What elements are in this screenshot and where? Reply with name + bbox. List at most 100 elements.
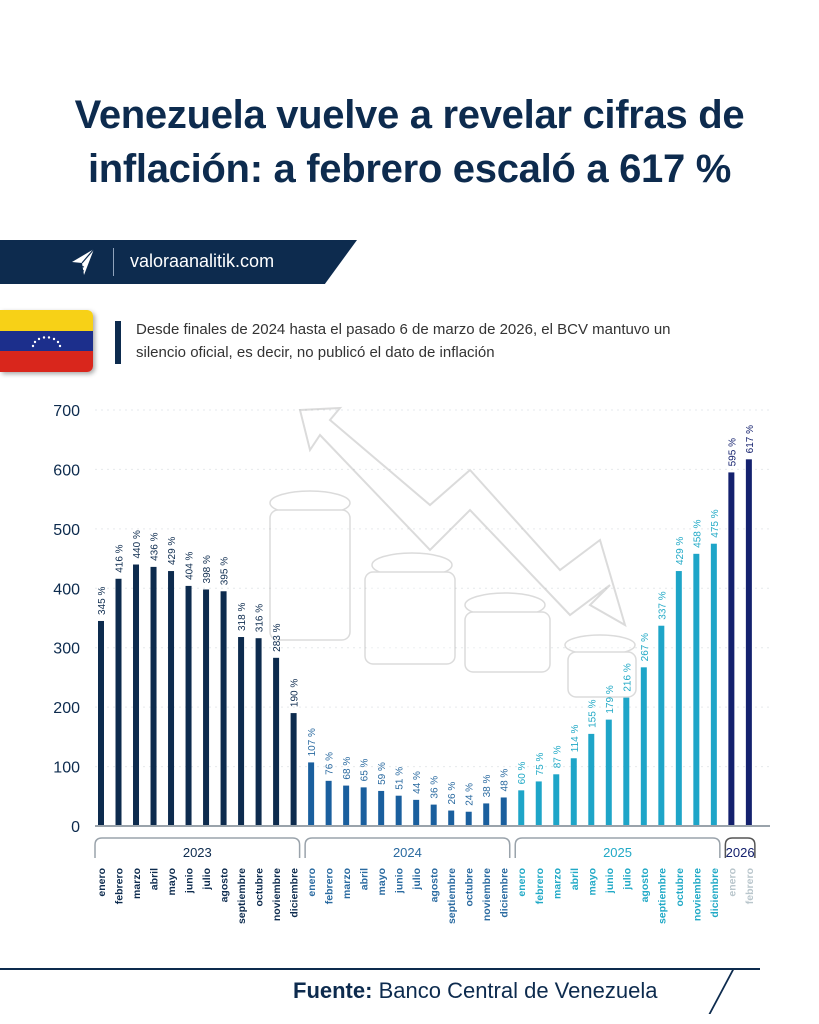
data-label: 345 % [97, 587, 108, 615]
month-label: junio [394, 868, 406, 894]
data-label: 617 % [745, 425, 756, 453]
bar-2024-febrero [325, 780, 332, 826]
month-label: abril [149, 868, 161, 890]
bar-2025-julio [623, 697, 630, 826]
data-label: 51 % [395, 767, 406, 790]
bar-2023-agosto [220, 591, 227, 826]
bar-2024-agosto [430, 804, 437, 826]
bar-2025-septiembre [658, 625, 665, 826]
year-bracket-2026 [724, 837, 756, 858]
bar-2025-febrero [535, 781, 542, 826]
data-label: 114 % [570, 725, 581, 753]
bar-2025-junio [605, 719, 612, 826]
data-label: 440 % [132, 530, 143, 558]
month-label: abril [359, 868, 371, 890]
bar-2025-marzo [553, 774, 560, 826]
year-label: 2025 [603, 845, 632, 860]
month-label: abril [569, 868, 581, 890]
month-label: agosto [429, 868, 441, 902]
year-label: 2026 [726, 845, 755, 860]
month-label: julio [201, 868, 213, 891]
bar-2023-julio [203, 589, 210, 826]
y-tick-label: 700 [53, 403, 80, 420]
bar-2024-abril [360, 787, 367, 826]
month-label: enero [306, 868, 318, 897]
bar-2023-septiembre [238, 637, 245, 826]
bar-2023-junio [185, 585, 192, 826]
bar-2025-diciembre [710, 543, 717, 826]
bar-2024-mayo [378, 790, 385, 826]
bar-2024-diciembre [500, 797, 507, 826]
month-label: octubre [674, 868, 686, 907]
data-label: 475 % [710, 509, 721, 537]
context-note: Desde finales de 2024 hasta el pasado 6 … [136, 321, 671, 361]
month-label: octubre [254, 868, 266, 907]
month-label: mayo [166, 868, 178, 895]
year-label: 2024 [393, 845, 422, 860]
data-label: 595 % [727, 438, 738, 466]
data-label: 44 % [412, 771, 423, 794]
page-title: Venezuela vuelve a revelar cifras de inf… [74, 93, 745, 191]
data-label: 429 % [675, 537, 686, 565]
data-label: 283 % [272, 623, 283, 651]
bar-2026-febrero [745, 459, 752, 826]
data-label: 436 % [150, 532, 161, 560]
data-label: 38 % [482, 775, 493, 798]
data-label: 458 % [692, 519, 703, 547]
data-label: 429 % [167, 537, 178, 565]
y-tick-label: 600 [53, 462, 80, 479]
month-label: enero [516, 868, 528, 897]
data-label: 65 % [360, 758, 371, 781]
month-label: agosto [639, 868, 651, 902]
banner-divider [113, 248, 114, 276]
month-label: marzo [131, 868, 143, 899]
data-label: 316 % [255, 604, 266, 632]
data-label: 155 % [587, 699, 598, 727]
coins-arrow-illustration [269, 406, 637, 698]
y-tick-label: 100 [53, 760, 80, 777]
note-accent-bar [115, 321, 121, 364]
month-label: septiembre [446, 868, 458, 924]
month-label: junio [604, 868, 616, 894]
bar-2023-mayo [168, 571, 175, 826]
bar-2024-marzo [343, 785, 350, 826]
bar-2025-enero [518, 790, 525, 826]
bar-2023-diciembre [290, 713, 297, 826]
bar-2024-julio [413, 799, 420, 826]
bar-2023-enero [98, 620, 104, 826]
data-label: 36 % [430, 776, 441, 799]
site-url[interactable]: valoraanalitik.com [130, 251, 275, 271]
year-bracket-2025 [514, 837, 721, 858]
data-label: 416 % [115, 544, 126, 572]
month-label: agosto [219, 868, 231, 902]
data-label: 87 % [552, 745, 563, 768]
month-label: septiembre [656, 868, 668, 924]
bar-2024-junio [395, 795, 402, 826]
bar-2026-enero [728, 472, 735, 826]
month-label: noviembre [691, 868, 703, 921]
bar-2025-abril [570, 758, 577, 826]
month-label: enero [96, 868, 108, 897]
data-label: 75 % [535, 753, 546, 776]
bar-2025-noviembre [693, 553, 700, 826]
data-label: 68 % [342, 757, 353, 780]
source-label: Fuente: [293, 978, 373, 1003]
data-label: 48 % [500, 769, 511, 792]
y-tick-label: 200 [53, 700, 80, 717]
data-label: 318 % [237, 603, 248, 631]
footer-divider [0, 968, 760, 1014]
brand-banner: valoraanalitik.com [0, 240, 357, 284]
bar-2023-noviembre [273, 657, 280, 826]
year-label: 2023 [183, 845, 212, 860]
data-label: 59 % [377, 762, 388, 785]
data-label: 190 % [290, 679, 301, 707]
venezuela-flag-icon [0, 310, 93, 372]
bar-2023-octubre [255, 638, 262, 826]
data-label: 398 % [202, 555, 213, 583]
source-name: Banco Central de Venezuela [378, 978, 658, 1003]
month-label: enero [726, 868, 738, 897]
month-label: mayo [376, 868, 388, 895]
data-label: 404 % [185, 551, 196, 579]
bar-2025-mayo [588, 733, 595, 826]
data-label: 395 % [220, 557, 231, 585]
